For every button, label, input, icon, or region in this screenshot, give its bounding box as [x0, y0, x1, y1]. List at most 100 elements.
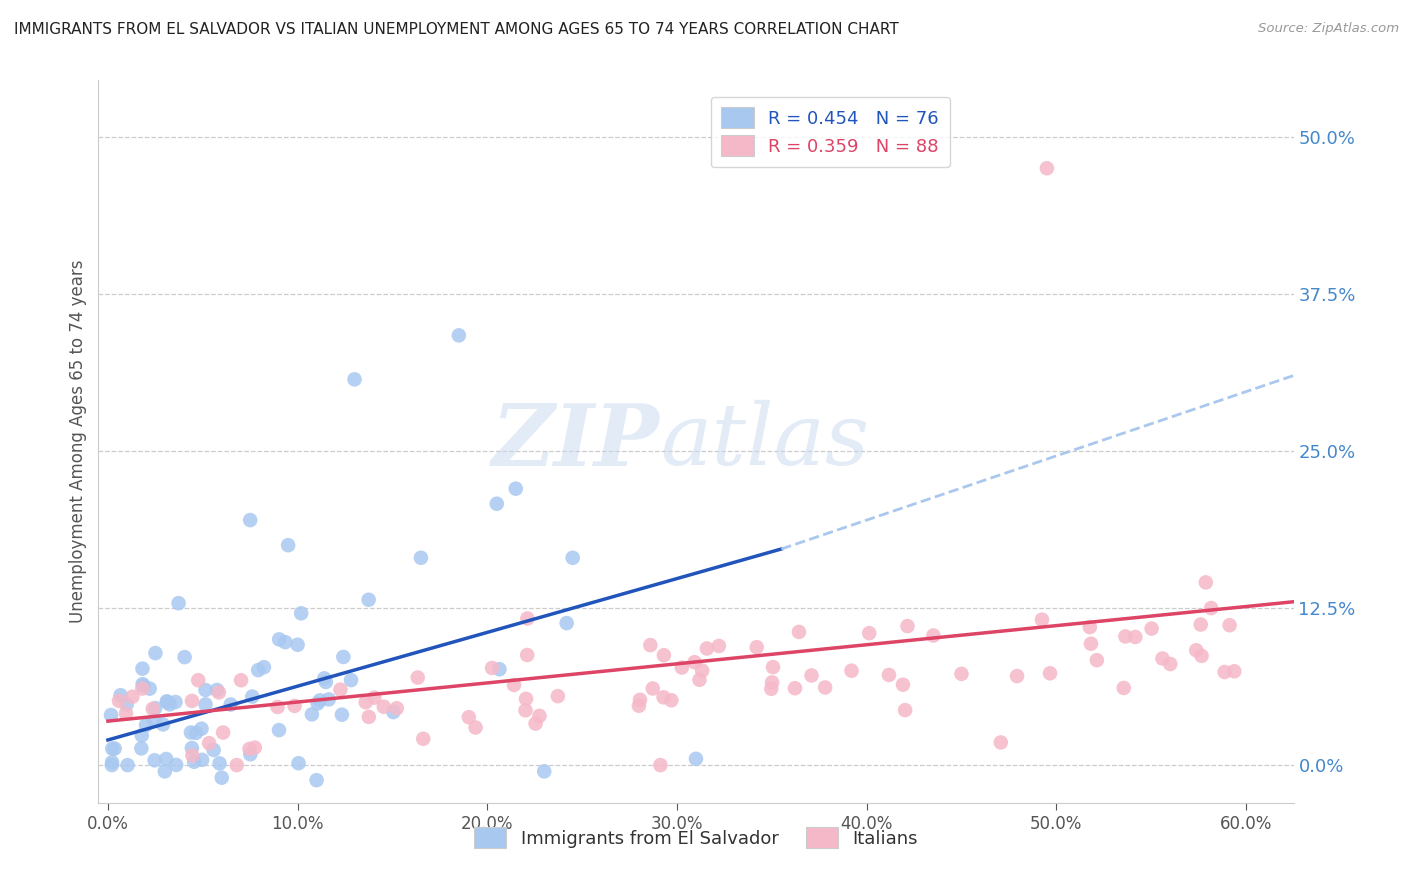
Point	[187, 673, 209, 688]
Point	[159, 698, 181, 712]
Point	[165, 695, 187, 709]
Point	[340, 673, 363, 687]
Point	[240, 690, 263, 704]
Point	[628, 693, 651, 707]
Point	[515, 691, 537, 706]
Point	[464, 721, 486, 735]
Point	[1195, 575, 1218, 590]
Text: ZIP: ZIP	[492, 400, 661, 483]
Point	[488, 662, 510, 676]
Point	[301, 707, 323, 722]
Point	[153, 764, 176, 779]
Point	[707, 639, 730, 653]
Point	[650, 758, 672, 772]
Point	[485, 497, 508, 511]
Point	[800, 668, 823, 682]
Point	[184, 726, 207, 740]
Point	[100, 708, 122, 723]
Point	[238, 742, 260, 756]
Point	[287, 638, 309, 652]
Point	[555, 616, 578, 631]
Point	[1213, 665, 1236, 679]
Point	[208, 685, 231, 699]
Point	[247, 663, 270, 677]
Point	[131, 728, 153, 742]
Point	[1039, 666, 1062, 681]
Point	[1189, 617, 1212, 632]
Point	[274, 635, 297, 649]
Point	[524, 716, 547, 731]
Point	[406, 671, 429, 685]
Point	[173, 650, 195, 665]
Point	[266, 700, 288, 714]
Point	[198, 736, 221, 750]
Point	[1085, 653, 1108, 667]
Point	[101, 758, 124, 772]
Point	[180, 741, 202, 756]
Point	[1140, 622, 1163, 636]
Point	[385, 701, 408, 715]
Point	[382, 705, 405, 719]
Point	[814, 681, 837, 695]
Point	[447, 328, 470, 343]
Point	[652, 690, 675, 705]
Point	[516, 648, 538, 662]
Point	[685, 752, 707, 766]
Point	[533, 764, 555, 779]
Point	[152, 717, 174, 731]
Point	[155, 752, 177, 766]
Point	[318, 692, 340, 706]
Point	[143, 753, 166, 767]
Point	[131, 741, 153, 756]
Point	[131, 662, 153, 676]
Point	[143, 714, 166, 728]
Point	[761, 675, 783, 690]
Point	[652, 648, 675, 663]
Point	[180, 694, 202, 708]
Point	[515, 703, 537, 717]
Point	[1199, 601, 1222, 615]
Point	[1185, 643, 1208, 657]
Point	[305, 773, 328, 788]
Point	[505, 482, 527, 496]
Point	[315, 675, 337, 690]
Point	[239, 513, 262, 527]
Point	[529, 709, 551, 723]
Point	[143, 701, 166, 715]
Point	[561, 550, 583, 565]
Point	[1114, 630, 1136, 644]
Point	[108, 694, 131, 708]
Point	[1223, 665, 1246, 679]
Point	[165, 758, 187, 772]
Point	[1123, 630, 1146, 644]
Point	[117, 758, 139, 772]
Point	[104, 741, 127, 756]
Point	[481, 661, 503, 675]
Point	[354, 695, 377, 709]
Point	[457, 710, 479, 724]
Point	[219, 698, 242, 712]
Point	[761, 681, 783, 696]
Point	[922, 628, 945, 642]
Point	[229, 673, 252, 688]
Point	[858, 626, 880, 640]
Point	[156, 694, 179, 708]
Point	[145, 646, 167, 660]
Point	[101, 741, 124, 756]
Point	[894, 703, 917, 717]
Point	[990, 735, 1012, 749]
Point	[156, 695, 179, 709]
Point	[212, 725, 235, 739]
Legend: Immigrants from El Salvador, Italians: Immigrants from El Salvador, Italians	[467, 820, 925, 855]
Point	[307, 697, 329, 711]
Point	[181, 748, 204, 763]
Point	[115, 698, 138, 712]
Point	[208, 756, 231, 771]
Point	[950, 666, 973, 681]
Point	[1036, 161, 1059, 176]
Point	[357, 592, 380, 607]
Point	[131, 677, 153, 691]
Y-axis label: Unemployment Among Ages 65 to 74 years: Unemployment Among Ages 65 to 74 years	[69, 260, 87, 624]
Point	[329, 682, 352, 697]
Point	[1031, 613, 1053, 627]
